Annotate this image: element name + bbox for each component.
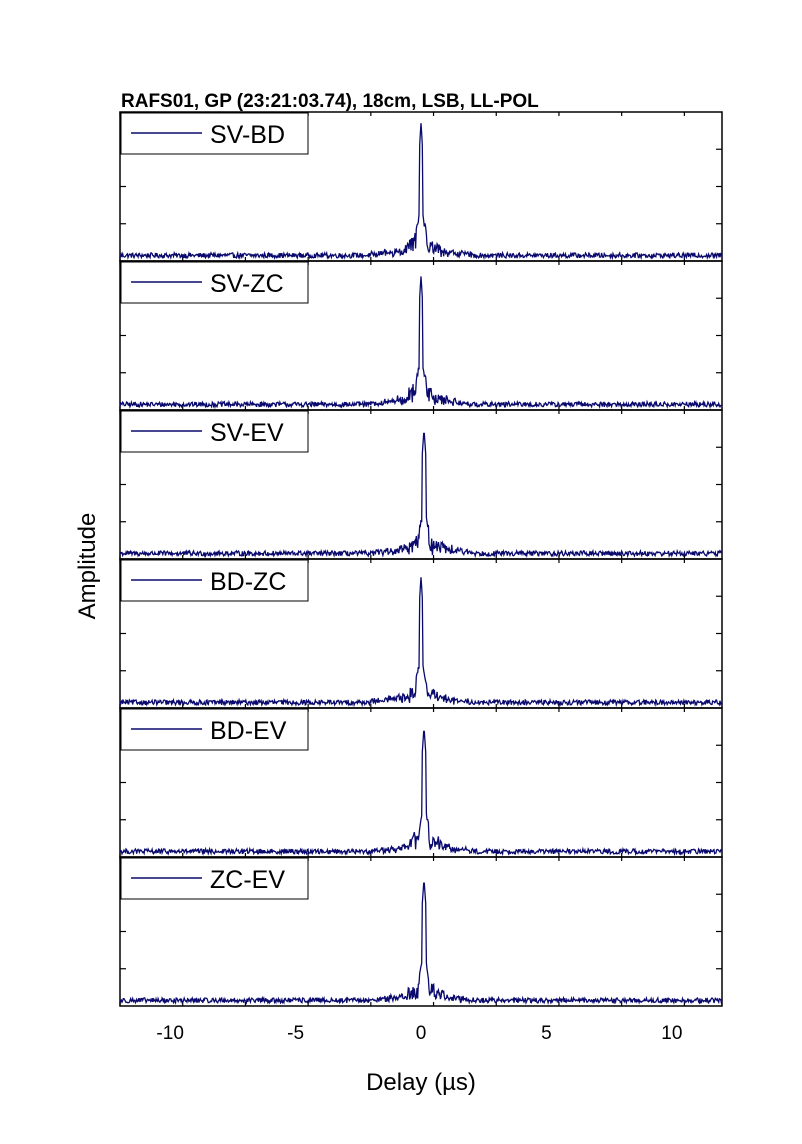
x-tick-label: 0 — [416, 1023, 427, 1044]
panels: SV-BD SV-ZC SV-EV BD-ZC BD-EV ZC-EV — [119, 111, 723, 1007]
panel-bd-zc: BD-ZC — [119, 558, 723, 709]
legend-label: SV-EV — [210, 419, 284, 447]
panel-zc-ev: ZC-EV — [119, 856, 723, 1007]
series-line-sv-bd — [119, 123, 723, 261]
x-tick-label: 5 — [541, 1023, 552, 1044]
legend-label: SV-ZC — [210, 270, 284, 298]
legend-label: ZC-EV — [210, 866, 285, 894]
panel-sv-ev: SV-EV — [119, 409, 723, 560]
legend-bd-zc: BD-ZC — [120, 559, 309, 602]
legend-label: SV-BD — [210, 121, 285, 149]
x-axis-label: Delay (µs) — [366, 1069, 476, 1096]
y-axis-label: Amplitude — [74, 513, 101, 620]
panel-bd-ev: BD-EV — [119, 707, 723, 858]
legend-sv-ev: SV-EV — [120, 410, 309, 453]
series-line-bd-zc — [119, 577, 723, 708]
legend-bd-ev: BD-EV — [120, 708, 309, 751]
series-line-bd-ev — [119, 730, 723, 857]
legend-zc-ev: ZC-EV — [120, 857, 309, 900]
panel-sv-bd: SV-BD — [119, 111, 723, 262]
series-line-sv-ev — [119, 432, 723, 559]
panel-sv-zc: SV-ZC — [119, 260, 723, 411]
legend-sv-zc: SV-ZC — [120, 261, 309, 304]
series-line-zc-ev — [119, 882, 723, 1006]
x-tick-label: -10 — [156, 1023, 183, 1044]
chart-title: RAFS01, GP (23:21:03.74), 18cm, LSB, LL-… — [121, 91, 539, 112]
legend-sv-bd: SV-BD — [120, 112, 309, 155]
x-tick-label: -5 — [287, 1023, 304, 1044]
legend-label: BD-ZC — [210, 568, 286, 596]
x-tick-label: 10 — [661, 1023, 682, 1044]
legend-label: BD-EV — [210, 717, 287, 745]
x-tick-labels: -10 -5 0 5 10 — [156, 1023, 682, 1044]
series-line-sv-zc — [119, 276, 723, 410]
